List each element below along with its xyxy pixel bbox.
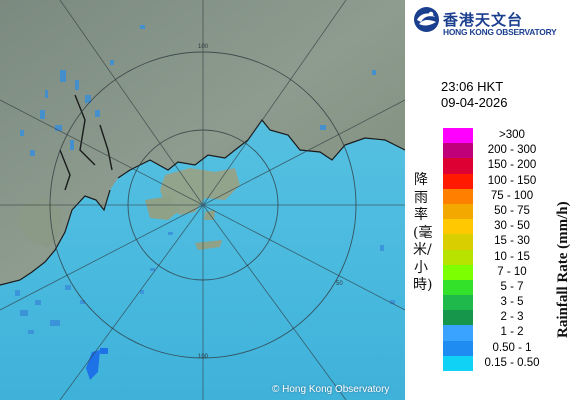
legend-item: 50 - 75 bbox=[443, 203, 563, 220]
legend-title-en: Rainfall Rate (mm/h) bbox=[555, 201, 571, 338]
legend-label: >300 bbox=[499, 129, 525, 141]
legend-label: 30 - 50 bbox=[494, 220, 530, 233]
legend-swatch bbox=[443, 325, 473, 341]
radar-time: 23:06 HKT bbox=[441, 79, 504, 94]
legend-swatch bbox=[443, 219, 473, 235]
rain-echoes bbox=[15, 25, 395, 334]
legend-label: 0.15 - 0.50 bbox=[484, 356, 540, 369]
legend-swatch bbox=[443, 158, 473, 174]
legend-item: 0.15 - 0.50 bbox=[443, 355, 563, 371]
legend-item: 30 - 50 bbox=[443, 219, 563, 235]
radial-lines bbox=[0, 0, 405, 400]
lantau-island bbox=[145, 196, 180, 220]
legend-item: 3 - 5 bbox=[443, 295, 563, 311]
legend-label: 100 - 150 bbox=[487, 174, 537, 187]
legend-swatch bbox=[443, 340, 473, 356]
legend-label: 10 - 15 bbox=[494, 250, 530, 263]
legend-label: 1 - 2 bbox=[500, 326, 524, 339]
range-label: 50 bbox=[336, 281, 343, 287]
legend-label: 2 - 3 bbox=[500, 311, 524, 324]
legend-swatch bbox=[443, 249, 473, 265]
range-label: 100 bbox=[198, 354, 209, 360]
rainfall-legend: >300 200 - 300 150 - 200 100 - 150 75 - … bbox=[443, 128, 563, 371]
legend-swatch bbox=[443, 264, 473, 280]
legend-label: 0.50 - 1 bbox=[492, 341, 532, 354]
copyright-text: © Hong Kong Observatory bbox=[272, 384, 390, 395]
hong-kong-land bbox=[160, 168, 240, 215]
brand-name-zh: 香港天文台 bbox=[443, 11, 524, 29]
legend-label: 50 - 75 bbox=[494, 204, 530, 217]
radar-map[interactable]: 100 50 100 © Hong Kong Observatory bbox=[0, 0, 405, 400]
observatory-emblem-icon bbox=[414, 7, 439, 32]
mainland bbox=[0, 0, 405, 285]
legend-swatch bbox=[443, 203, 473, 220]
legend-swatch bbox=[443, 279, 473, 296]
legend-label: 150 - 200 bbox=[487, 159, 537, 172]
legend-item: 200 - 300 bbox=[443, 143, 563, 159]
legend-label: 3 - 5 bbox=[500, 296, 524, 309]
legend-item: 10 - 15 bbox=[443, 249, 563, 265]
legend-swatch bbox=[443, 128, 473, 144]
rain-echoes-strong bbox=[86, 348, 108, 380]
radar-date: 09-04-2026 bbox=[441, 95, 508, 110]
legend-swatch bbox=[443, 310, 473, 326]
legend-panel: 香港天文台 HONG KONG OBSERVATORY 23:06 HKT 09… bbox=[405, 0, 577, 400]
legend-label: 7 - 10 bbox=[497, 265, 527, 278]
legend-item: 2 - 3 bbox=[443, 310, 563, 326]
legend-item: 1 - 2 bbox=[443, 325, 563, 341]
legend-label: 75 - 100 bbox=[490, 189, 534, 202]
range-label: 100 bbox=[198, 44, 209, 50]
legend-swatch bbox=[443, 355, 473, 371]
island bbox=[18, 198, 62, 248]
legend-label: 5 - 7 bbox=[500, 280, 524, 293]
observatory-logo[interactable]: 香港天文台 HONG KONG OBSERVATORY bbox=[413, 6, 573, 40]
legend-label: 15 - 30 bbox=[494, 235, 530, 248]
legend-title-zh: 降雨率(毫米/小時) bbox=[413, 172, 433, 293]
islet bbox=[195, 240, 222, 250]
legend-item: 100 - 150 bbox=[443, 173, 563, 189]
legend-item: 15 - 30 bbox=[443, 234, 563, 250]
brand-name-en: HONG KONG OBSERVATORY bbox=[443, 27, 557, 37]
legend-label: 200 - 300 bbox=[487, 144, 537, 157]
legend-item: 0.50 - 1 bbox=[443, 340, 563, 356]
legend-item: 7 - 10 bbox=[443, 264, 563, 280]
river-channel bbox=[59, 94, 113, 191]
legend-swatch bbox=[443, 143, 473, 159]
legend-item: 150 - 200 bbox=[443, 158, 563, 174]
legend-item: 75 - 100 bbox=[443, 188, 563, 204]
legend-swatch bbox=[443, 234, 473, 250]
legend-item: >300 bbox=[443, 128, 563, 144]
legend-item: 5 - 7 bbox=[443, 279, 563, 296]
legend-swatch bbox=[443, 295, 473, 311]
legend-swatch bbox=[443, 188, 473, 204]
legend-swatch bbox=[443, 173, 473, 189]
